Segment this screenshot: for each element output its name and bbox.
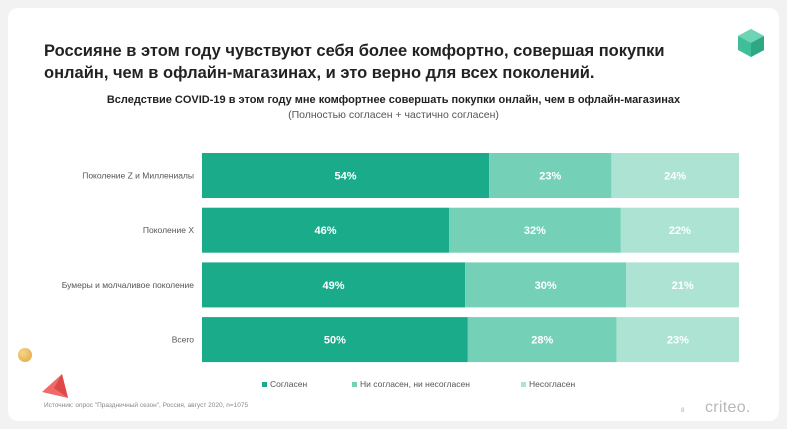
legend-item: Ни согласен, ни несогласен — [352, 379, 470, 389]
legend-swatch — [262, 381, 267, 387]
bar-segment — [616, 317, 739, 363]
bar-segment — [626, 262, 739, 308]
category-label: Бумеры и молчаливое поколение — [62, 280, 194, 290]
bar-segment — [620, 207, 739, 253]
hexagon-icon — [738, 29, 764, 57]
category-label: Поколение Z и Миллениалы — [82, 171, 194, 181]
legend-label: Ни согласен, ни несогласен — [360, 379, 470, 389]
category-label: Поколение X — [143, 225, 194, 235]
legend-label: Несогласен — [529, 379, 576, 389]
triangle-icon — [42, 374, 68, 398]
data-label: 23% — [667, 335, 689, 347]
source-note: Источник: опрос "Праздничный сезон", Рос… — [44, 402, 249, 409]
bar-segment — [202, 317, 468, 363]
chart-subnote: (Полностью согласен + частично согласен) — [288, 109, 499, 121]
data-label: 24% — [664, 171, 686, 183]
data-label: 46% — [314, 225, 336, 237]
page-number: 8 — [681, 408, 685, 414]
data-label: 32% — [524, 225, 546, 237]
category-label: Всего — [172, 335, 195, 345]
data-label: 54% — [335, 171, 357, 183]
bar-segment — [465, 262, 627, 308]
legend-item: Согласен — [262, 379, 307, 389]
criteo-logo: criteo. — [705, 399, 751, 416]
data-label: 23% — [539, 171, 561, 183]
bar-segment — [202, 153, 490, 198]
data-label: 21% — [672, 280, 694, 292]
data-label: 28% — [531, 335, 553, 347]
dot-icon — [18, 348, 32, 362]
data-label: 30% — [535, 280, 557, 292]
legend-swatch — [521, 381, 526, 387]
bar-segment — [489, 153, 612, 198]
data-label: 22% — [669, 225, 691, 237]
legend-label: Согласен — [270, 379, 308, 389]
bar-segment — [467, 317, 617, 363]
chart-subtitle: Вследствие COVID-19 в этом году мне комф… — [106, 94, 681, 106]
legend-swatch — [352, 381, 357, 387]
bar-segment — [202, 207, 450, 253]
bar-segment — [449, 207, 621, 253]
bar-segment — [202, 262, 466, 308]
legend-item: Несогласен — [521, 379, 575, 389]
slide-title: Россияне в этом году чувствуют себя боле… — [44, 42, 665, 82]
data-label: 50% — [324, 335, 346, 347]
bar-segment — [611, 153, 739, 198]
data-label: 49% — [323, 280, 345, 292]
